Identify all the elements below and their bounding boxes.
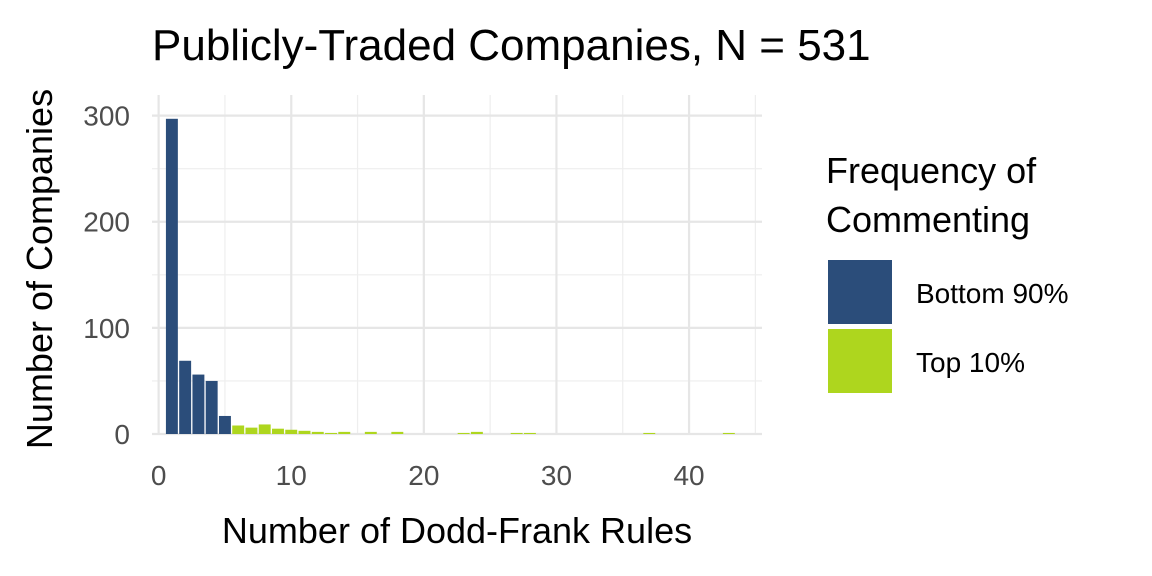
legend-key-bottom-90 (828, 260, 892, 324)
bar-top-10 (510, 432, 523, 434)
bar-bottom-90 (192, 374, 205, 434)
bars (165, 118, 735, 434)
bar-top-10 (338, 431, 351, 434)
bar-top-10 (245, 427, 258, 434)
x-tick-label: 0 (151, 460, 167, 491)
bar-top-10 (258, 424, 271, 434)
legend: Frequency of Commenting Bottom 90% Top 1… (826, 150, 1069, 393)
y-tick-label: 100 (83, 313, 130, 344)
bar-top-10 (285, 429, 298, 434)
bar-top-10 (470, 431, 483, 434)
x-tick-label: 40 (673, 460, 704, 491)
bar-top-10 (722, 432, 735, 434)
grid (152, 95, 762, 436)
chart-title: Publicly-Traded Companies, N = 531 (152, 21, 871, 70)
y-tick-label: 300 (83, 101, 130, 132)
bar-bottom-90 (205, 380, 218, 434)
bar-top-10 (232, 425, 245, 434)
x-tick-label: 10 (276, 460, 307, 491)
y-tick-label: 200 (83, 207, 130, 238)
legend-title-line-1: Frequency of (826, 150, 1037, 191)
bar-bottom-90 (179, 360, 192, 434)
legend-key-top-10 (828, 329, 892, 393)
bar-top-10 (311, 431, 324, 434)
bar-bottom-90 (218, 415, 231, 434)
bar-top-10 (643, 432, 656, 434)
y-axis-ticks: 0 100 200 300 (83, 101, 130, 450)
y-axis-title: Number of Companies (19, 89, 60, 449)
legend-title-line-2: Commenting (826, 199, 1030, 240)
bar-bottom-90 (165, 118, 178, 434)
x-axis-ticks: 0 10 20 30 40 (151, 460, 705, 491)
legend-label-top-10: Top 10% (916, 347, 1025, 378)
x-axis-title: Number of Dodd-Frank Rules (222, 510, 692, 551)
bar-top-10 (391, 431, 404, 434)
legend-label-bottom-90: Bottom 90% (916, 278, 1069, 309)
x-tick-label: 30 (541, 460, 572, 491)
y-tick-label: 0 (114, 419, 130, 450)
bar-top-10 (298, 430, 311, 434)
x-tick-label: 20 (408, 460, 439, 491)
bar-top-10 (272, 428, 284, 434)
bar-top-10 (364, 431, 377, 434)
bar-top-10 (325, 432, 337, 434)
bar-top-10 (523, 432, 536, 434)
bar-top-10 (457, 432, 470, 434)
